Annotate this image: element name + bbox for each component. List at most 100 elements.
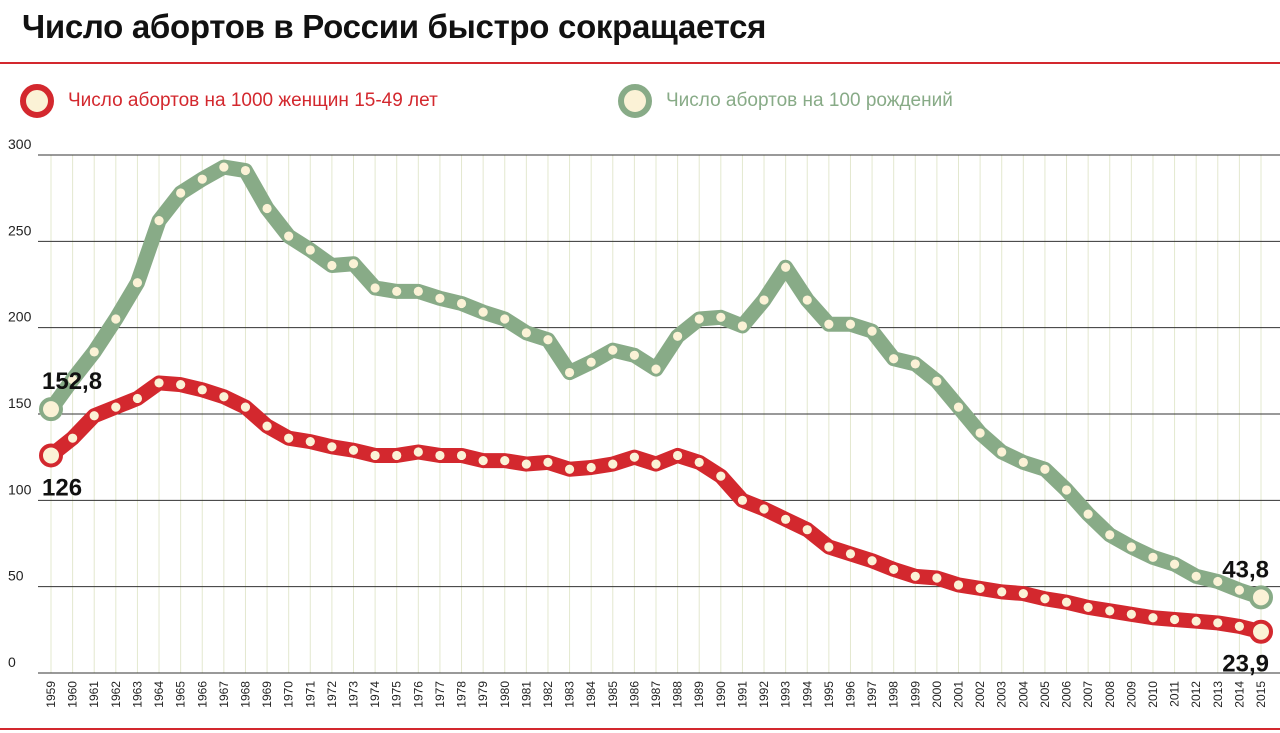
data-point (651, 364, 661, 374)
data-point (781, 514, 791, 524)
data-point (132, 278, 143, 288)
x-tick-label: 2004 (1016, 681, 1030, 708)
data-point (953, 402, 964, 412)
data-point (802, 525, 812, 535)
data-point (1061, 485, 1072, 495)
bottom-rule (0, 728, 1280, 730)
line-chart: 0 50 100 150 200 250 300 1959 1960 1961 1962 1963 19… (8, 136, 1280, 708)
data-point (1105, 530, 1115, 540)
data-point (694, 457, 704, 467)
x-tick-label: 1980 (498, 681, 512, 708)
chart-title: Число абортов в России быстро сокращаетс… (22, 8, 767, 45)
annotation-label: 152,8 (42, 368, 102, 395)
data-point (629, 452, 639, 462)
x-tick-label: 2007 (1081, 681, 1095, 708)
data-point (392, 450, 402, 461)
data-point (1083, 509, 1093, 519)
data-point (68, 374, 78, 385)
data-point (240, 402, 251, 412)
x-tick-label: 1992 (757, 681, 771, 708)
data-point (564, 464, 575, 474)
legend-label: Число абортов на 100 рождений (666, 90, 953, 111)
x-tick-label: 1961 (87, 681, 101, 708)
x-tick-label: 2005 (1038, 681, 1052, 708)
data-point (543, 335, 553, 345)
x-tick-label: 1976 (411, 681, 425, 708)
data-point (500, 314, 510, 324)
data-point (327, 260, 337, 271)
data-point (867, 326, 877, 336)
data-point (1169, 559, 1180, 569)
x-tick-label: 1975 (390, 681, 404, 708)
data-point (586, 357, 596, 367)
annotation-label: 126 (42, 474, 82, 501)
data-point (154, 378, 164, 388)
data-point (975, 428, 985, 438)
data-point (132, 393, 143, 404)
series-abortions-per-100-births (39, 159, 1273, 610)
legend-item-abortions-per-1000-women: Число абортов на 1000 женщин 15-49 лет (20, 84, 438, 118)
x-tick-label: 1996 (843, 681, 857, 708)
x-tick-label: 1970 (282, 681, 296, 708)
series-abortions-per-1000-women (39, 375, 1273, 644)
data-point (737, 321, 748, 331)
x-tick-label: 1972 (325, 681, 339, 708)
y-tick-label: 100 (8, 481, 32, 497)
x-tick-label: 1963 (130, 681, 144, 708)
data-point (240, 165, 251, 176)
y-tick-label: 200 (8, 309, 32, 325)
x-tick-label: 2006 (1060, 681, 1074, 708)
x-tick-label: 1995 (822, 681, 836, 708)
y-tick-label: 50 (8, 568, 24, 584)
data-point-end (1249, 619, 1273, 644)
data-point (348, 445, 359, 455)
x-tick-label: 2015 (1254, 681, 1268, 708)
data-point (1148, 613, 1158, 623)
data-point (608, 345, 618, 355)
data-point (327, 442, 337, 452)
x-tick-label: 2009 (1124, 681, 1138, 708)
data-point (845, 319, 856, 329)
data-point (1148, 552, 1158, 562)
data-point (845, 549, 856, 559)
data-point (500, 456, 510, 466)
data-point (694, 314, 704, 324)
data-point (889, 354, 899, 364)
data-point (370, 450, 380, 461)
data-point (305, 245, 315, 255)
data-point (781, 262, 791, 272)
data-point (284, 231, 294, 241)
x-tick-label: 1965 (174, 681, 188, 708)
data-point (651, 459, 661, 469)
data-point (154, 216, 164, 226)
data-point (889, 564, 899, 574)
legend-marker-red (20, 84, 54, 118)
data-point (392, 286, 402, 297)
x-tick-label: 2001 (952, 681, 966, 708)
data-point (1234, 621, 1244, 631)
data-point (1234, 585, 1244, 595)
x-tick-label: 1991 (735, 681, 749, 708)
x-tick-label: 1969 (260, 681, 274, 708)
x-tick-label: 1994 (800, 681, 814, 708)
data-point (586, 462, 596, 473)
x-tick-label: 2003 (995, 681, 1009, 708)
x-tick-label: 1998 (887, 681, 901, 708)
data-point (1126, 609, 1136, 619)
annotation-label: 23,9 (1222, 651, 1269, 678)
x-tick-label: 2014 (1232, 681, 1246, 708)
x-tick-label: 1984 (584, 681, 598, 708)
x-tick-label: 1978 (455, 681, 469, 708)
x-tick-label: 1999 (908, 681, 922, 708)
data-point (89, 347, 99, 357)
x-tick-label: 2010 (1146, 681, 1160, 708)
data-point (262, 421, 272, 431)
data-point (1126, 542, 1136, 552)
data-point (1083, 602, 1093, 612)
data-point-end (1249, 585, 1273, 610)
x-tick-label: 2008 (1103, 681, 1117, 708)
data-point (456, 298, 467, 309)
data-point (262, 203, 272, 214)
x-tick-label: 2013 (1211, 681, 1225, 708)
x-tick-label: 1974 (368, 681, 382, 708)
